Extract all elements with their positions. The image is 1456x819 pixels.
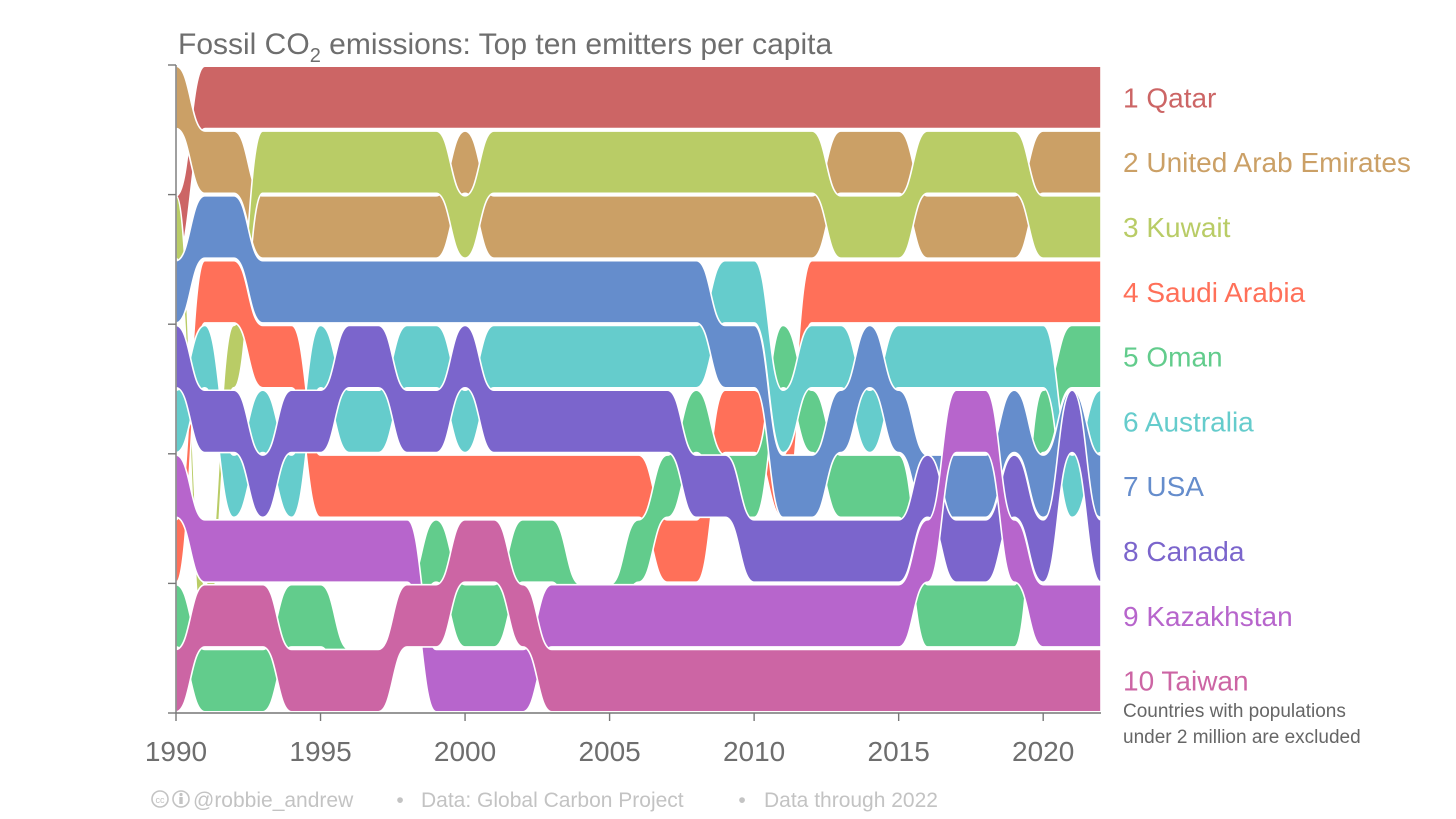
band-canada <box>175 324 1102 583</box>
rank-label-8: 8 Canada <box>1123 536 1245 567</box>
footer: cc @robbie_andrew • Data: Global Carbon … <box>151 789 938 812</box>
rank-label-10: 10 Taiwan <box>1123 666 1249 697</box>
note-line-2: under 2 million are excluded <box>1123 727 1361 748</box>
footer-through: Data through 2022 <box>764 789 938 812</box>
x-tick-label: 1995 <box>289 736 351 767</box>
rank-labels: 1 Qatar 2 United Arab Emirates 3 Kuwait 4 S… <box>1123 82 1411 696</box>
x-tick-label: 2015 <box>868 736 930 767</box>
x-tick-label: 2020 <box>1012 736 1074 767</box>
footer-bullet-2: • <box>738 789 745 812</box>
footer-credit: @robbie_andrew <box>193 789 354 812</box>
rank-label-5: 5 Oman <box>1123 342 1223 373</box>
rank-label-4: 4 Saudi Arabia <box>1123 277 1306 308</box>
svg-text:cc: cc <box>156 795 166 805</box>
country-bands <box>175 65 1102 713</box>
note-line-1: Countries with populations <box>1123 701 1346 722</box>
rank-label-3: 3 Kuwait <box>1123 212 1231 243</box>
band-usa <box>175 195 1102 519</box>
rank-label-1: 1 Qatar <box>1123 82 1216 113</box>
x-axis: 1990 1995 2000 2005 2010 2015 2020 <box>145 64 1101 767</box>
band-qatar <box>175 65 1102 259</box>
x-tick-label: 2005 <box>578 736 640 767</box>
rank-label-2: 2 United Arab Emirates <box>1123 147 1411 178</box>
rank-label-9: 9 Kazakhstan <box>1123 601 1293 632</box>
chart-title: Fossil CO2 emissions: Top ten emitters p… <box>178 28 832 67</box>
band-kuwait <box>175 130 1102 648</box>
x-tick-label: 1990 <box>145 736 207 767</box>
x-tick-label: 2000 <box>434 736 496 767</box>
band-taiwan <box>175 519 1102 713</box>
footer-source: Data: Global Carbon Project <box>421 789 684 812</box>
rank-label-7: 7 USA <box>1123 471 1204 502</box>
cc-by-icon: cc <box>151 790 190 808</box>
footer-bullet-1: • <box>396 789 403 812</box>
x-tick-label: 2010 <box>723 736 785 767</box>
rank-label-6: 6 Australia <box>1123 406 1254 437</box>
band-kazakhstan <box>175 389 1102 713</box>
